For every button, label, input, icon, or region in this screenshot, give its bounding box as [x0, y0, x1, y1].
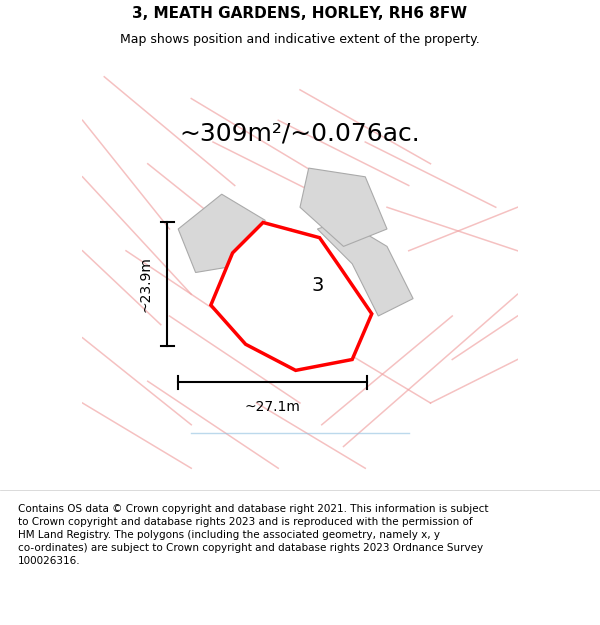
Polygon shape [178, 194, 265, 272]
Text: ~309m²/~0.076ac.: ~309m²/~0.076ac. [179, 121, 421, 145]
Text: ~27.1m: ~27.1m [245, 399, 301, 414]
Polygon shape [317, 220, 413, 316]
Text: ~23.9m: ~23.9m [138, 256, 152, 312]
Text: 3, MEATH GARDENS, HORLEY, RH6 8FW: 3, MEATH GARDENS, HORLEY, RH6 8FW [133, 6, 467, 21]
Polygon shape [211, 222, 372, 371]
Text: Contains OS data © Crown copyright and database right 2021. This information is : Contains OS data © Crown copyright and d… [18, 504, 488, 566]
Polygon shape [300, 168, 387, 246]
Text: Map shows position and indicative extent of the property.: Map shows position and indicative extent… [120, 33, 480, 46]
Text: 3: 3 [311, 276, 323, 295]
Polygon shape [226, 229, 326, 325]
